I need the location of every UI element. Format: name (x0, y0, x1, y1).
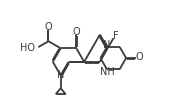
Text: O: O (73, 27, 80, 37)
Text: O: O (44, 22, 52, 32)
Text: F: F (113, 31, 119, 41)
Text: N: N (103, 40, 110, 50)
Text: HO: HO (21, 43, 36, 53)
Text: O: O (135, 52, 143, 62)
Text: NH: NH (100, 67, 114, 77)
Text: N: N (57, 70, 65, 80)
